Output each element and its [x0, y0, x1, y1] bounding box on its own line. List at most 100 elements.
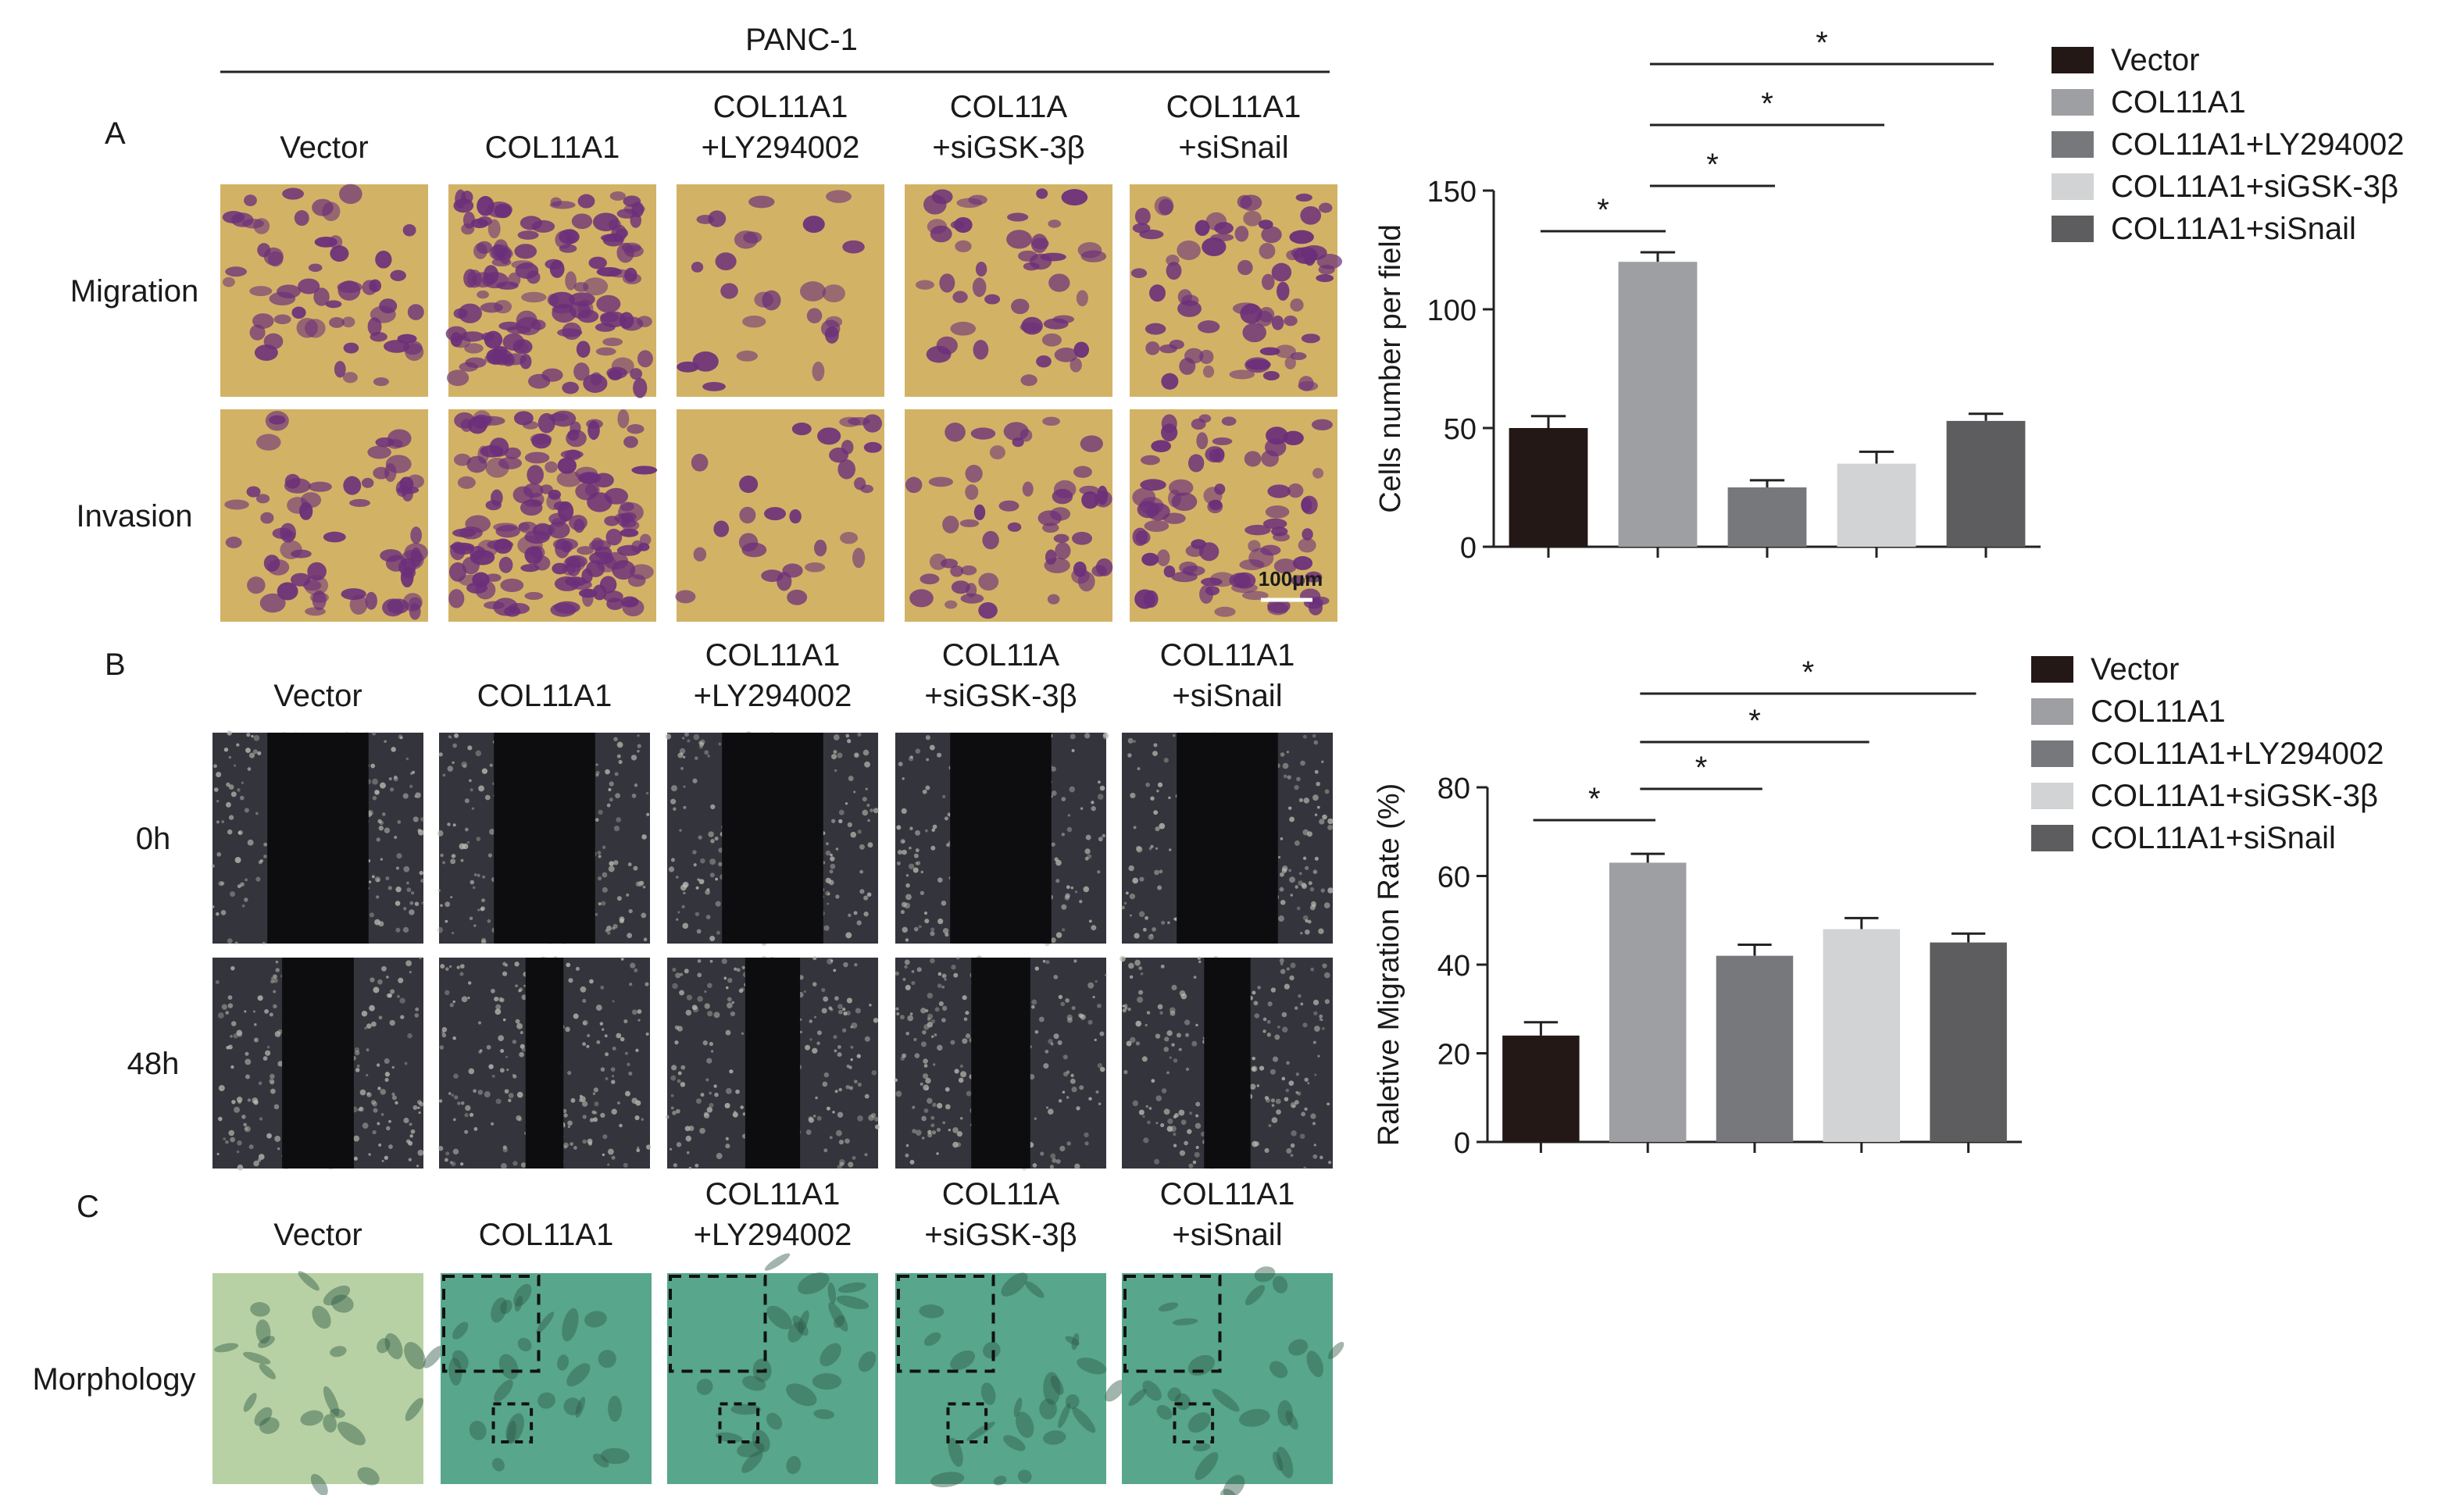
- stained-cell: [1140, 479, 1166, 491]
- scratch-gap: [525, 958, 564, 1169]
- cell-speck: [633, 865, 638, 871]
- cell-speck: [614, 772, 619, 776]
- cell-speck: [479, 1049, 483, 1052]
- cell-speck: [1179, 1150, 1186, 1156]
- stained-cell: [1260, 544, 1281, 556]
- cell-speck: [1040, 1151, 1045, 1156]
- cell-speck: [484, 794, 491, 801]
- cell-speck: [1145, 1104, 1148, 1108]
- cell-speck: [693, 733, 700, 740]
- cell-speck: [825, 842, 829, 846]
- cell-speck: [459, 964, 465, 969]
- stained-cell: [920, 573, 940, 585]
- stained-cell: [1234, 225, 1249, 242]
- cell-speck: [634, 783, 638, 787]
- cell-speck: [1125, 891, 1129, 895]
- cell-speck: [1058, 1099, 1062, 1103]
- cell-speck: [596, 1040, 601, 1044]
- cell-shape: [1272, 1276, 1288, 1293]
- cell-speck: [1286, 1061, 1290, 1065]
- stained-cell: [820, 319, 841, 338]
- cell-speck: [515, 1019, 520, 1024]
- cell-shape: [696, 1379, 713, 1395]
- stained-cell: [532, 523, 555, 536]
- legend-label: Vector: [2111, 43, 2199, 77]
- cell-speck: [384, 740, 387, 744]
- cell-speck: [437, 889, 441, 892]
- cell-speck: [1171, 984, 1177, 990]
- cell-speck: [1161, 920, 1166, 925]
- stained-cell: [840, 531, 859, 544]
- stained-cell: [1154, 196, 1174, 216]
- cell-speck: [1071, 1005, 1076, 1011]
- stained-cell: [1134, 589, 1155, 609]
- stained-cell: [998, 500, 1020, 512]
- stained-cell: [1054, 348, 1078, 362]
- cell-speck: [927, 993, 934, 999]
- cell-speck: [373, 789, 380, 795]
- cell-speck: [1084, 856, 1089, 861]
- cell-speck: [1187, 1129, 1192, 1134]
- cell-speck: [641, 834, 647, 840]
- stained-cell: [1243, 210, 1262, 227]
- cell-speck: [412, 816, 419, 822]
- stained-cell: [583, 373, 608, 393]
- stained-cell: [273, 314, 291, 325]
- stained-cell: [1070, 357, 1082, 373]
- cell-speck: [727, 997, 732, 1002]
- significance-star: *: [1802, 655, 1815, 690]
- cell-speck: [589, 1118, 595, 1122]
- cell-speck: [1091, 805, 1096, 812]
- stained-cell: [1262, 518, 1287, 530]
- cell-speck: [521, 1047, 526, 1052]
- stained-cell: [253, 218, 270, 234]
- stained-cell: [1061, 189, 1088, 206]
- cell-speck: [630, 962, 636, 969]
- cell-speck: [1057, 1040, 1062, 1045]
- cell-speck: [600, 1067, 605, 1072]
- cell-speck: [1289, 876, 1295, 883]
- cell-speck: [1313, 1144, 1316, 1147]
- stained-cell: [246, 486, 261, 498]
- stained-cell: [309, 592, 329, 603]
- stained-cell: [1267, 484, 1291, 498]
- stained-cell: [552, 303, 577, 323]
- cell-speck: [624, 1090, 630, 1097]
- cell-speck: [438, 1146, 444, 1151]
- cell-speck: [223, 1137, 226, 1140]
- bar-3: [1727, 487, 1807, 547]
- cell-speck: [677, 911, 680, 914]
- cell-speck: [856, 1054, 861, 1058]
- cell-speck: [237, 1164, 244, 1171]
- stained-cell: [1298, 537, 1316, 553]
- cell-speck: [354, 1047, 360, 1052]
- cell-speck: [812, 982, 817, 987]
- cell-speck: [927, 1133, 933, 1138]
- cell-speck: [602, 872, 608, 878]
- cell-speck: [932, 1063, 936, 1066]
- cell-speck: [580, 1096, 586, 1103]
- cell-shape: [1025, 1281, 1045, 1298]
- cell-speck: [1294, 885, 1298, 889]
- cell-speck: [451, 1094, 455, 1097]
- stained-cell: [1258, 219, 1273, 230]
- cell-speck: [683, 785, 686, 788]
- cell-speck: [847, 739, 852, 744]
- stained-cell: [1267, 598, 1291, 614]
- cell-speck: [1148, 933, 1154, 940]
- stained-cell: [1245, 359, 1271, 370]
- cell-speck: [420, 817, 425, 822]
- cell-speck: [1266, 1020, 1271, 1024]
- stained-cell: [1214, 606, 1236, 617]
- stained-cell: [524, 499, 543, 508]
- cell-speck: [1299, 1133, 1305, 1140]
- cell-shape: [491, 1458, 505, 1472]
- cell-speck: [960, 1071, 967, 1078]
- stained-cell: [269, 415, 286, 425]
- cell-speck: [391, 1092, 395, 1097]
- cell-speck: [270, 1079, 275, 1085]
- stained-cell: [637, 350, 653, 368]
- cell-speck: [1317, 1054, 1320, 1058]
- row-label: 0h: [136, 822, 171, 856]
- cell-shape: [820, 1343, 841, 1367]
